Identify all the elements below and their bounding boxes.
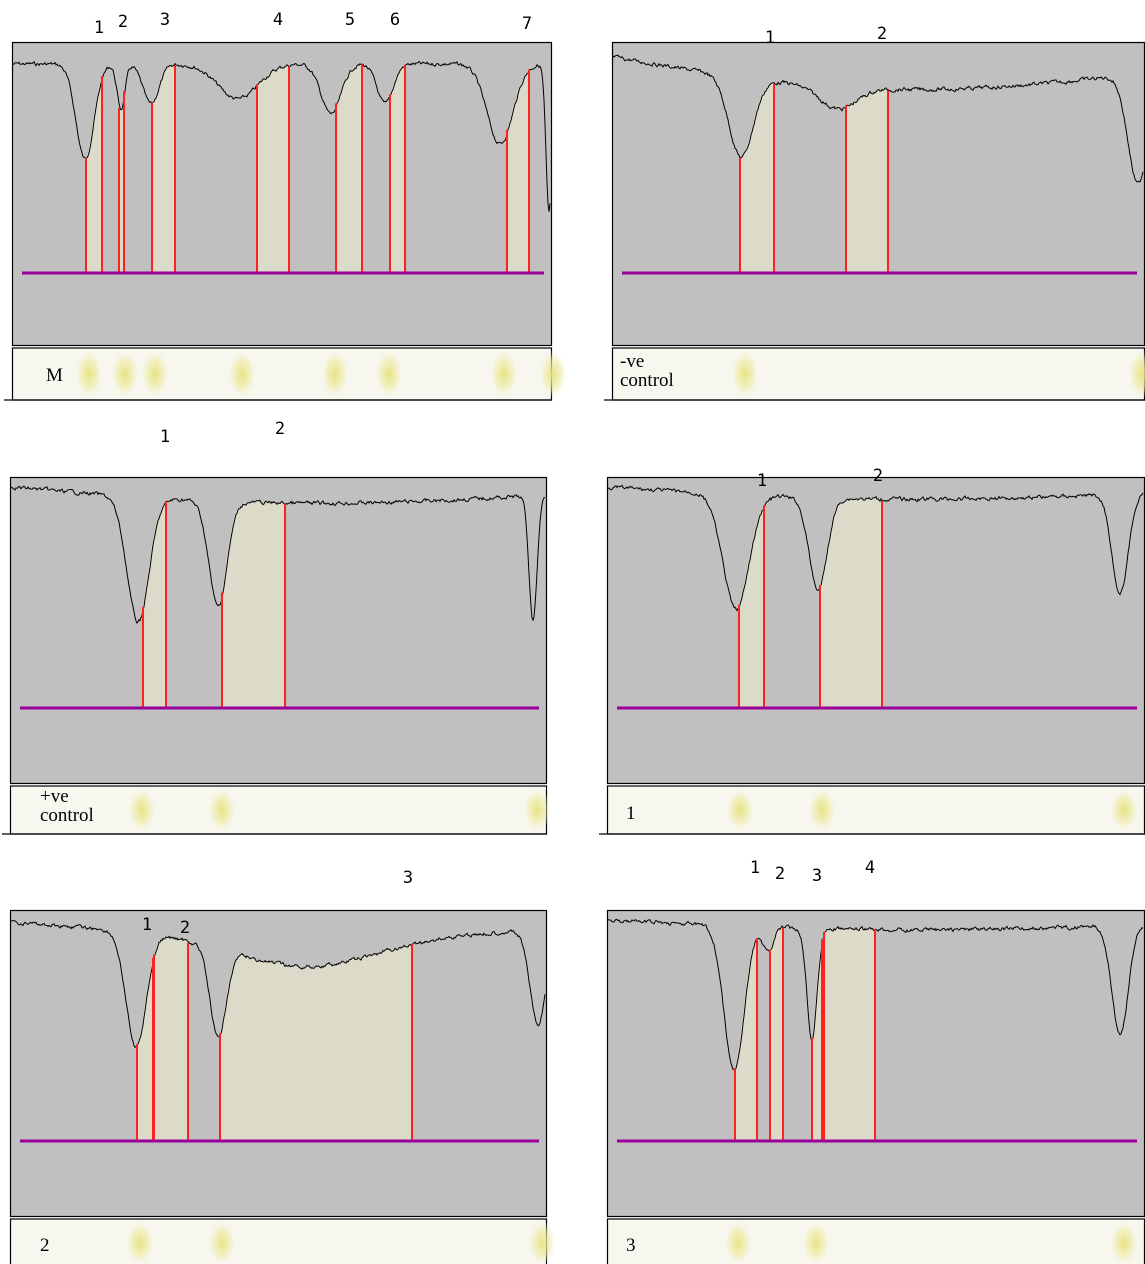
peak-label: 1 — [757, 471, 767, 491]
peak-area — [222, 500, 285, 708]
band-spot — [528, 1221, 556, 1264]
peak-label: 2 — [275, 419, 285, 439]
lane-strip — [613, 348, 1145, 400]
lane-label: +ve control — [40, 787, 110, 825]
band-spot — [808, 788, 836, 832]
peak-label: 6 — [390, 10, 400, 30]
peak-area — [770, 926, 783, 1141]
peak-label: 2 — [180, 918, 190, 938]
band-spot — [1110, 788, 1138, 832]
peak-label: 1 — [142, 915, 152, 935]
band-spot — [539, 350, 567, 398]
peak-label: 1 — [750, 858, 760, 878]
peak-label: 1 — [160, 427, 170, 447]
scan-canvas — [0, 0, 1145, 1264]
band-spot — [208, 788, 236, 832]
peak-label: 3 — [403, 868, 413, 888]
lane-label: 3 — [626, 1236, 696, 1255]
peak-label: 2 — [873, 466, 883, 486]
peak-label: 4 — [273, 10, 283, 30]
peak-area — [390, 65, 405, 273]
lane-label: 1 — [626, 804, 696, 823]
band-spot — [490, 350, 518, 398]
peak-area — [257, 65, 289, 273]
band-spot — [1110, 1221, 1138, 1264]
band-spot — [208, 1221, 236, 1264]
band-spot — [726, 788, 754, 832]
peak-area — [220, 944, 412, 1141]
band-spot — [523, 788, 551, 832]
band-spot — [126, 1221, 154, 1264]
peak-label: 5 — [345, 10, 355, 30]
band-spot — [802, 1221, 830, 1264]
band-spot — [128, 788, 156, 832]
figure: M1234567-ve control12+ve control12112212… — [0, 0, 1145, 1264]
peak-label: 1 — [765, 28, 775, 48]
peak-label: 2 — [877, 24, 887, 44]
lane-label: M — [46, 366, 116, 385]
peak-label: 3 — [812, 866, 822, 886]
band-spot — [724, 1221, 752, 1264]
lane-label: -ve control — [620, 352, 690, 390]
peak-label: 2 — [775, 864, 785, 884]
peak-label: 2 — [118, 12, 128, 32]
peak-area — [154, 936, 188, 1141]
peak-label: 1 — [94, 18, 104, 38]
peak-label: 7 — [522, 14, 532, 34]
peak-area — [846, 88, 888, 273]
band-spot — [375, 350, 403, 398]
peak-label: 3 — [160, 10, 170, 30]
lane-label: 2 — [40, 1236, 110, 1255]
band-spot — [141, 350, 169, 398]
band-spot — [731, 350, 759, 398]
peak-area — [824, 927, 875, 1141]
band-spot — [228, 350, 256, 398]
peak-label: 4 — [865, 858, 875, 878]
band-spot — [321, 350, 349, 398]
